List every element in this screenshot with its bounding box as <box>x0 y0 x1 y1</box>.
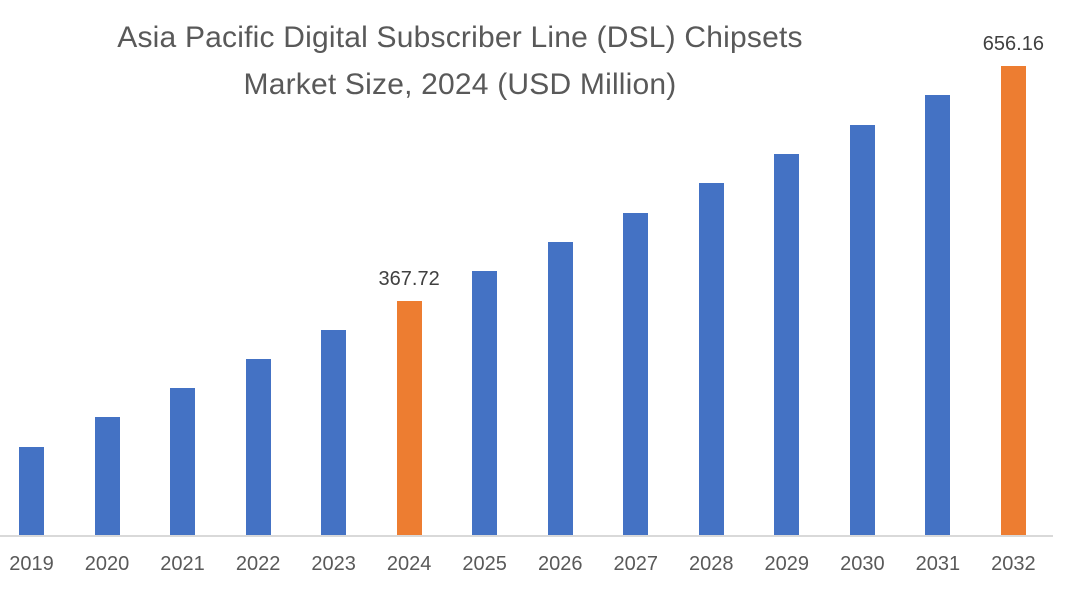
data-label-2032: 656.16 <box>982 33 1044 55</box>
bar-2023 <box>321 330 347 535</box>
bar-2031 <box>925 95 951 535</box>
x-axis-label-2030: 2030 <box>840 553 885 575</box>
x-axis-label-2029: 2029 <box>764 553 810 575</box>
x-axis-label-2024: 2024 <box>386 553 432 575</box>
x-axis-label-2028: 2028 <box>689 553 734 575</box>
bar-2029 <box>774 154 800 535</box>
bar-2022 <box>245 359 271 535</box>
x-axis-label-2022: 2022 <box>235 553 281 575</box>
bar-2026 <box>547 242 573 535</box>
x-axis-label-2025: 2025 <box>462 553 507 575</box>
x-axis-label-2020: 2020 <box>84 553 130 575</box>
bar-2021 <box>170 388 196 535</box>
x-axis-label-2019: 2019 <box>9 553 54 575</box>
chart-title-line1: Asia Pacific Digital Subscriber Line (DS… <box>117 21 803 54</box>
bar-2032 <box>1000 66 1026 535</box>
x-axis-label-2027: 2027 <box>613 553 658 575</box>
bar-2024 <box>396 301 422 535</box>
bar-2027 <box>623 213 649 535</box>
bar-2030 <box>849 125 875 535</box>
chart-title-line2: Market Size, 2024 (USD Million) <box>243 68 677 101</box>
bar-2019 <box>19 447 44 535</box>
x-axis-label-2032: 2032 <box>991 553 1036 575</box>
x-axis-label-2026: 2026 <box>537 553 583 575</box>
x-axis-label-2023: 2023 <box>311 553 356 575</box>
data-label-2024: 367.72 <box>378 268 440 290</box>
bar-2028 <box>698 183 724 535</box>
x-axis-label-2021: 2021 <box>160 553 205 575</box>
x-axis-label-2031: 2031 <box>915 553 961 575</box>
x-axis-line <box>0 535 1053 537</box>
bar-2025 <box>472 271 498 535</box>
bar-2020 <box>94 417 120 535</box>
chart-title: Asia Pacific Digital Subscriber Line (DS… <box>0 14 920 108</box>
